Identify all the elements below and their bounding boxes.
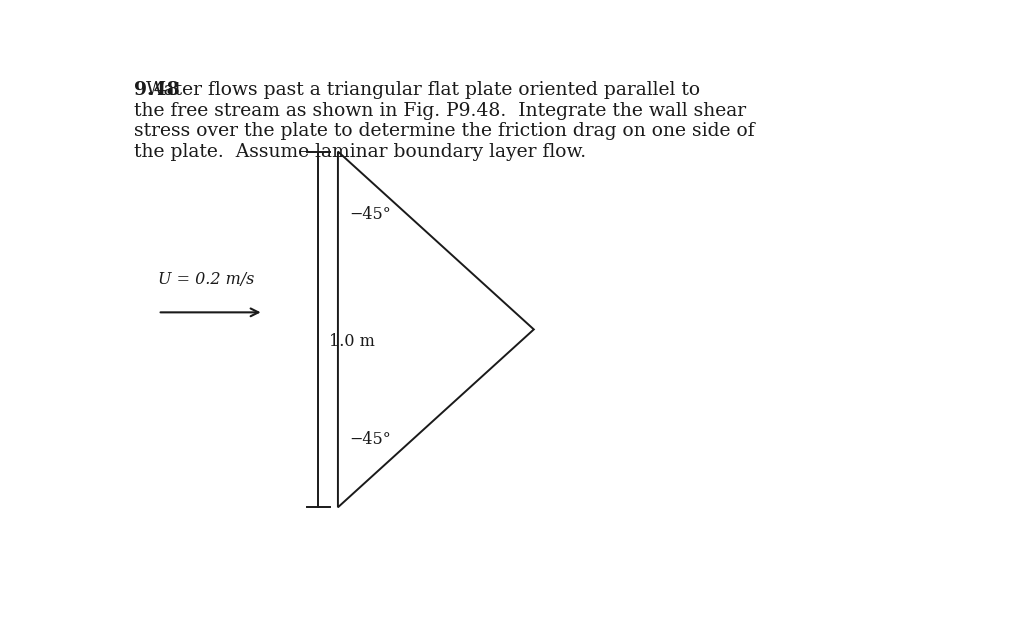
Text: U = 0.2 m/s: U = 0.2 m/s [158,271,254,288]
Text: 1.0 m: 1.0 m [329,333,374,350]
Text: −45°: −45° [350,206,391,223]
Text: 9.48: 9.48 [134,81,180,99]
Text: Water flows past a triangular flat plate oriented parallel to
the free stream as: Water flows past a triangular flat plate… [134,81,755,161]
Text: −45°: −45° [350,430,391,448]
